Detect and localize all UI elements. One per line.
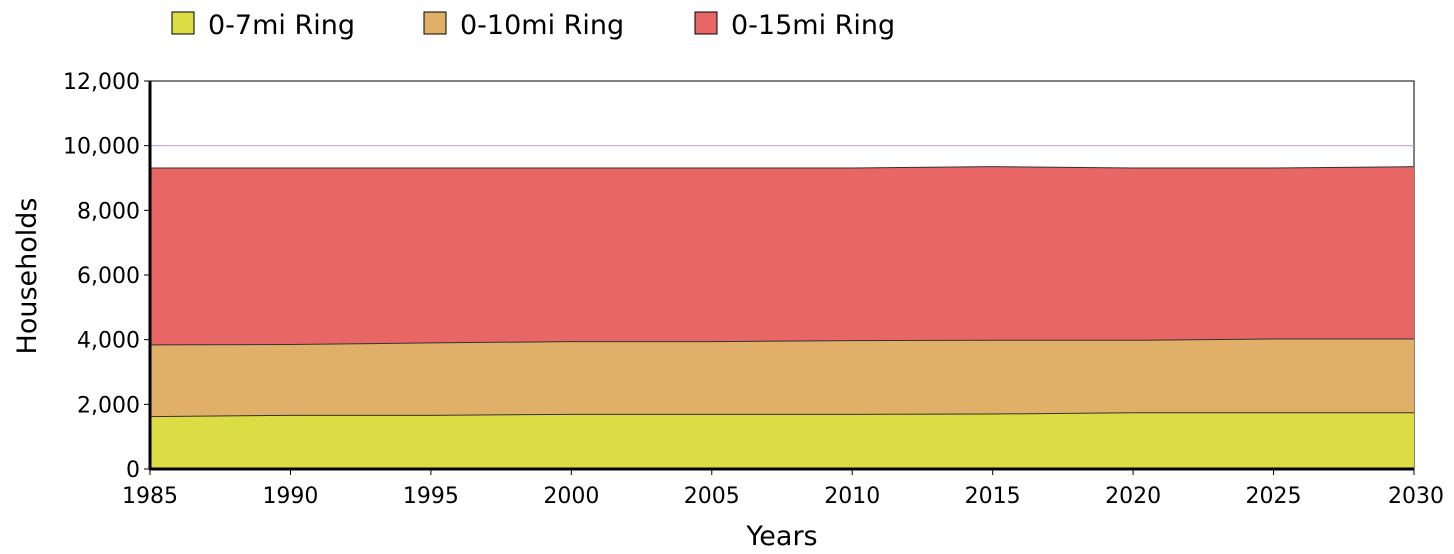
plot-area xyxy=(148,80,1415,471)
legend-label: 0-15mi Ring xyxy=(731,10,895,41)
area-series-0-15mi-ring xyxy=(150,166,1414,345)
x-axis-title: Years xyxy=(745,521,817,550)
series-line-0-15mi-ring xyxy=(150,166,1415,169)
x-tick-label: 1990 xyxy=(262,484,318,509)
legend-swatch xyxy=(171,11,195,35)
y-tick-label: 10,000 xyxy=(63,135,140,160)
series-line-0-7mi-ring xyxy=(149,412,1414,418)
x-tick-label: 1995 xyxy=(403,484,459,509)
x-tick-label: 2020 xyxy=(1105,484,1161,509)
legend-label: 0-7mi Ring xyxy=(208,10,355,41)
x-tick-label: 2025 xyxy=(1246,484,1302,509)
area-series-0-7mi-ring xyxy=(150,412,1414,469)
x-tick-label: 2015 xyxy=(965,484,1021,509)
y-tick-label: 6,000 xyxy=(77,264,140,289)
x-tick-label: 1985 xyxy=(122,484,178,509)
x-tick-label: 2030 xyxy=(1388,484,1444,509)
x-tick-label: 2010 xyxy=(824,484,880,509)
series-line-0-10mi-ring xyxy=(149,338,1414,346)
y-tick-label: 12,000 xyxy=(63,70,140,95)
y-tick-label: 8,000 xyxy=(77,199,140,224)
y-tick-label: 0 xyxy=(126,458,140,483)
y-tick-label: 4,000 xyxy=(77,329,140,354)
y-axis-title: Households xyxy=(12,198,43,355)
legend-item-0-15mi-ring: 0-15mi Ring xyxy=(694,10,895,41)
legend-label: 0-10mi Ring xyxy=(460,10,624,41)
legend-item-0-7mi-ring: 0-7mi Ring xyxy=(171,10,355,41)
legend-item-0-10mi-ring: 0-10mi Ring xyxy=(423,10,624,41)
x-axis: 1985 1990 1995 2000 2005 2010 2015 2020 2025 2030 xyxy=(122,469,1444,509)
area-series-0-10mi-ring xyxy=(150,339,1414,417)
legend-swatch xyxy=(423,11,447,35)
x-tick-label: 2005 xyxy=(684,484,740,509)
y-tick-label: 2,000 xyxy=(77,393,140,418)
x-tick-label: 2000 xyxy=(543,484,599,509)
y-axis: 0 2,000 4,000 6,000 8,000 10,000 12,000 xyxy=(63,70,150,483)
legend: 0-7mi Ring 0-10mi Ring 0-15mi Ring xyxy=(171,10,895,41)
legend-swatch xyxy=(694,11,718,35)
